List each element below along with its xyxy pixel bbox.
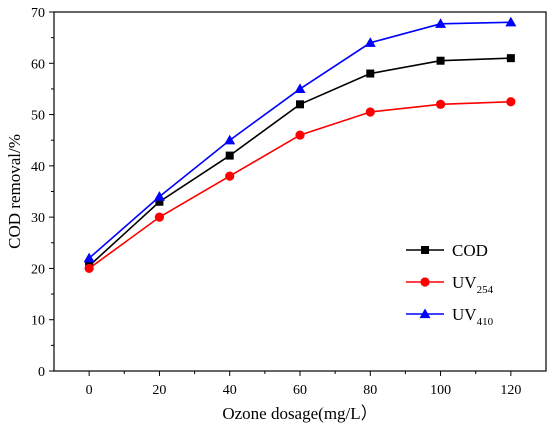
series-uv254	[84, 97, 516, 274]
data-point	[435, 99, 446, 109]
y-axis-label: COD removal/%	[5, 134, 24, 249]
data-point	[295, 130, 305, 140]
data-point	[436, 56, 445, 65]
y-tick-label: 20	[31, 262, 45, 277]
x-tick-label: 0	[86, 383, 93, 398]
y-tick-label: 10	[31, 314, 45, 329]
legend-entry: UV410	[406, 305, 494, 328]
data-point	[153, 191, 165, 201]
data-point	[435, 18, 447, 28]
axes: 0 20 40 60 80 100 120 0 10 20 30 40 50 60 70	[31, 6, 547, 398]
y-tick-label: 40	[31, 160, 45, 175]
y-tick-label: 30	[31, 211, 45, 226]
y-tick-label: 70	[31, 6, 45, 21]
x-tick-label: 120	[500, 383, 521, 398]
data-point	[155, 197, 164, 206]
data-point	[365, 107, 375, 117]
x-tick-label: 60	[293, 383, 307, 398]
data-point	[224, 134, 236, 145]
data-point	[419, 308, 431, 319]
data-point	[296, 100, 304, 109]
legend-label: UV410	[452, 305, 494, 328]
legend-entry: COD	[406, 241, 488, 260]
x-axis-label: Ozone dosage(mg/L）	[222, 404, 377, 423]
x-tick-label: 40	[223, 383, 237, 398]
data-point	[505, 16, 517, 27]
data-point	[506, 97, 516, 107]
series-layer	[83, 16, 517, 274]
x-tick-label: 80	[363, 383, 377, 398]
data-point	[83, 252, 95, 263]
y-tick-label: 50	[31, 109, 45, 124]
y-tick-label: 0	[38, 365, 45, 380]
x-tick-label: 20	[152, 383, 166, 398]
data-point	[420, 277, 430, 287]
legend-label: COD	[452, 241, 488, 260]
legend: COD UV254 UV410	[406, 241, 494, 328]
data-point	[421, 246, 429, 254]
data-point	[84, 263, 94, 274]
data-point	[506, 54, 515, 63]
y-tick-label: 60	[31, 57, 45, 72]
legend-entry: UV254	[406, 273, 494, 296]
series-line	[88, 100, 511, 270]
x-tick-label: 100	[430, 383, 451, 398]
data-point	[154, 212, 165, 222]
data-point	[366, 69, 375, 78]
legend-label: UV254	[452, 273, 494, 296]
data-point	[294, 83, 306, 94]
data-point	[225, 151, 234, 160]
data-point	[225, 171, 235, 181]
data-point	[364, 37, 376, 47]
series-uv410	[83, 16, 517, 263]
